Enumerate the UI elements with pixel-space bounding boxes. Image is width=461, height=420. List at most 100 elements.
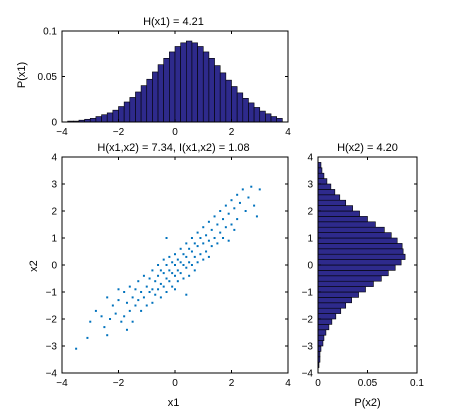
scatter-point bbox=[145, 304, 148, 307]
right-histogram-ytick-label: 1 bbox=[307, 234, 313, 245]
top-histogram-title: H(x1) = 4.21 bbox=[143, 16, 204, 28]
scatter-point bbox=[185, 242, 188, 245]
scatter-point bbox=[205, 250, 208, 253]
scatter-point bbox=[171, 285, 174, 288]
top-histogram-bar bbox=[214, 65, 221, 123]
right-histogram-bar bbox=[317, 280, 374, 287]
scatter-point bbox=[165, 277, 168, 280]
scatter-point bbox=[157, 274, 160, 277]
scatter-point bbox=[179, 247, 182, 250]
top-histogram-bar bbox=[169, 51, 176, 123]
scatter-point bbox=[238, 201, 241, 204]
top-histogram-bar bbox=[248, 102, 255, 123]
right-histogram-xtick-label: 0 bbox=[315, 378, 321, 389]
right-histogram-bar bbox=[317, 221, 376, 228]
right-histogram-bar bbox=[317, 183, 332, 190]
right-histogram-bar bbox=[317, 178, 328, 185]
scatter-point bbox=[176, 258, 179, 261]
top-histogram-bar bbox=[191, 42, 198, 123]
scatter-point bbox=[182, 253, 185, 256]
scatter-point bbox=[227, 212, 230, 215]
scatter-point bbox=[188, 274, 191, 277]
scatter-ticks: −4 −2 0 2 4 −4 −3 −2 −1 0 1 2 3 4 bbox=[46, 153, 292, 390]
scatter-point bbox=[75, 347, 78, 350]
scatter-point bbox=[196, 261, 199, 264]
scatter-point bbox=[103, 326, 106, 329]
top-histogram-bars bbox=[67, 40, 283, 123]
right-histogram-ytick-label: 2 bbox=[307, 207, 313, 218]
top-histogram-panel: H(x1) = 4.21 P(x1) −4 −2 0 2 4 0 0.05 0.1 bbox=[16, 16, 291, 138]
scatter-point bbox=[176, 280, 179, 283]
scatter-point bbox=[219, 231, 222, 234]
scatter-point bbox=[185, 255, 188, 258]
right-histogram-ytick-label: 0 bbox=[307, 261, 313, 272]
right-histogram-xtick-label: 0.1 bbox=[410, 378, 424, 389]
scatter-point bbox=[151, 288, 154, 291]
scatter-point bbox=[230, 223, 233, 226]
scatter-point bbox=[213, 237, 216, 239]
scatter-point bbox=[159, 269, 162, 272]
scatter-point bbox=[86, 336, 89, 339]
scatter-ytick-label: −2 bbox=[46, 315, 58, 326]
scatter-point bbox=[222, 218, 225, 221]
scatter-point bbox=[125, 328, 128, 331]
scatter-point bbox=[168, 280, 171, 283]
right-histogram-bar bbox=[317, 307, 342, 314]
scatter-point bbox=[207, 239, 210, 242]
top-histogram-bar bbox=[202, 51, 210, 123]
scatter-point bbox=[159, 282, 162, 285]
scatter-point bbox=[230, 199, 233, 202]
right-histogram-bar bbox=[317, 210, 360, 217]
top-histogram-bar bbox=[123, 101, 131, 123]
scatter-point bbox=[224, 204, 227, 207]
right-histogram-bar bbox=[317, 291, 359, 298]
right-histogram-bar bbox=[317, 318, 333, 325]
top-histogram-xtick-label: −4 bbox=[56, 127, 68, 138]
scatter-point bbox=[154, 293, 157, 296]
scatter-point bbox=[236, 193, 239, 196]
scatter-panel: H(x1,x2) = 7.34, I(x1,x2) = 1.08 x1 x2 −… bbox=[28, 142, 291, 409]
scatter-point bbox=[168, 255, 171, 258]
scatter-point bbox=[185, 293, 188, 296]
scatter-point bbox=[182, 264, 185, 266]
scatter-ytick-label: −3 bbox=[46, 342, 58, 353]
scatter-point bbox=[151, 301, 154, 304]
scatter-point bbox=[202, 242, 205, 245]
scatter-point bbox=[159, 296, 162, 299]
scatter-point bbox=[162, 272, 165, 275]
scatter-xtick-label: −4 bbox=[56, 378, 68, 389]
scatter-point bbox=[205, 234, 208, 237]
top-histogram-bar bbox=[225, 79, 232, 123]
top-histogram-bar bbox=[197, 46, 204, 123]
right-histogram-xlabel: P(x2) bbox=[354, 397, 380, 409]
scatter-point bbox=[111, 304, 114, 307]
top-histogram-bar bbox=[89, 118, 97, 123]
scatter-point bbox=[106, 334, 109, 337]
scatter-point bbox=[258, 188, 261, 191]
scatter-point bbox=[100, 315, 103, 318]
right-histogram-bar bbox=[317, 226, 385, 233]
scatter-xtick-label: 0 bbox=[172, 378, 178, 389]
scatter-point bbox=[199, 237, 202, 239]
scatter-ytick-label: 0 bbox=[51, 261, 57, 272]
scatter-point bbox=[174, 264, 176, 266]
scatter-ytick-label: 1 bbox=[51, 234, 57, 245]
scatter-point bbox=[89, 320, 92, 323]
scatter-point bbox=[193, 242, 196, 245]
scatter-point bbox=[190, 264, 193, 266]
right-histogram-bar bbox=[317, 264, 396, 271]
scatter-point bbox=[165, 237, 168, 239]
scatter-point bbox=[140, 291, 143, 293]
scatter-point bbox=[157, 288, 160, 291]
scatter-xtick-label: 2 bbox=[229, 378, 235, 389]
right-histogram-bar bbox=[317, 340, 324, 347]
right-histogram-ytick-label: −4 bbox=[302, 369, 314, 380]
right-histogram-bar bbox=[317, 253, 406, 260]
right-histogram-bar bbox=[317, 237, 398, 244]
scatter-point bbox=[233, 207, 236, 210]
scatter-point bbox=[125, 301, 128, 304]
scatter-point bbox=[117, 299, 120, 302]
right-histogram-ytick-label: 4 bbox=[307, 153, 313, 164]
right-histogram-bar bbox=[317, 324, 330, 331]
scatter-point bbox=[224, 226, 227, 229]
